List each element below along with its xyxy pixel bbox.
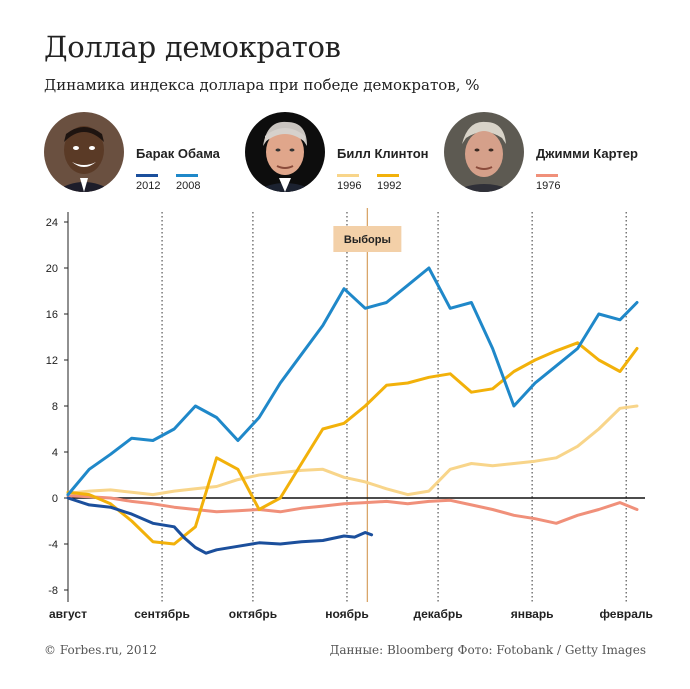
y-tick-label: 4 xyxy=(52,447,58,459)
legend-person-clinton: Билл Клинтон 1996 1992 xyxy=(245,112,445,198)
carter-photo xyxy=(444,112,524,192)
legend-swatch xyxy=(377,174,399,177)
legend-label: 2012 xyxy=(136,180,161,192)
chart-subtitle: Динамика индекса доллара при победе демо… xyxy=(44,76,480,94)
legend-person-carter: Джимми Картер 1976 xyxy=(444,112,654,198)
legend-item-1996: 1996 xyxy=(337,174,361,192)
x-tick-label: сентябрь xyxy=(134,607,190,621)
y-tick-label: 20 xyxy=(46,263,58,275)
y-tick-label: -4 xyxy=(48,539,58,551)
legend-swatch xyxy=(337,174,359,177)
person-name: Джимми Картер xyxy=(536,146,638,161)
series-line-2008 xyxy=(66,266,639,497)
legend-label: 1992 xyxy=(377,180,402,192)
series-line-1976 xyxy=(66,494,639,525)
x-tick-label: январь xyxy=(511,607,554,621)
person-name: Барак Обама xyxy=(136,146,220,161)
legend-swatch xyxy=(136,174,158,177)
legend-label: 1976 xyxy=(536,180,561,192)
legend-item-1976: 1976 xyxy=(536,174,560,192)
legend-swatch xyxy=(536,174,558,177)
y-tick-label: 16 xyxy=(46,309,58,321)
x-tick-label: ноябрь xyxy=(325,607,369,621)
election-label: Выборы xyxy=(344,234,391,246)
election-label-box xyxy=(333,226,402,252)
series-line-1996 xyxy=(66,404,639,497)
legend-person-obama: Барак Обама 2012 2008 xyxy=(44,112,244,198)
legend-item-2012: 2012 xyxy=(136,174,160,192)
x-tick-label: февраль xyxy=(599,607,652,621)
y-tick-label: 12 xyxy=(46,355,58,367)
clinton-photo xyxy=(245,112,325,192)
legend-swatch xyxy=(176,174,198,177)
legend-label: 1996 xyxy=(337,180,362,192)
copyright-text: © Forbes.ru, 2012 xyxy=(44,643,157,657)
legend-label: 2008 xyxy=(176,180,201,192)
x-tick-label: август xyxy=(49,607,87,621)
obama-photo xyxy=(44,112,124,192)
legend-item-2008: 2008 xyxy=(176,174,200,192)
y-tick-label: -8 xyxy=(48,585,58,597)
series-line-1992 xyxy=(66,341,639,546)
chart-title: Доллар демократов xyxy=(44,30,341,64)
series-line-2012 xyxy=(66,496,374,555)
y-tick-label: 8 xyxy=(52,401,58,413)
x-tick-label: октябрь xyxy=(229,607,277,621)
x-tick-label: декабрь xyxy=(414,607,463,621)
legend-item-1992: 1992 xyxy=(377,174,401,192)
source-credit: Данные: Bloomberg Фото: Fotobank / Getty… xyxy=(329,643,646,657)
person-name: Билл Клинтон xyxy=(337,146,429,161)
y-tick-label: 24 xyxy=(46,217,58,229)
y-tick-label: 0 xyxy=(52,493,58,505)
